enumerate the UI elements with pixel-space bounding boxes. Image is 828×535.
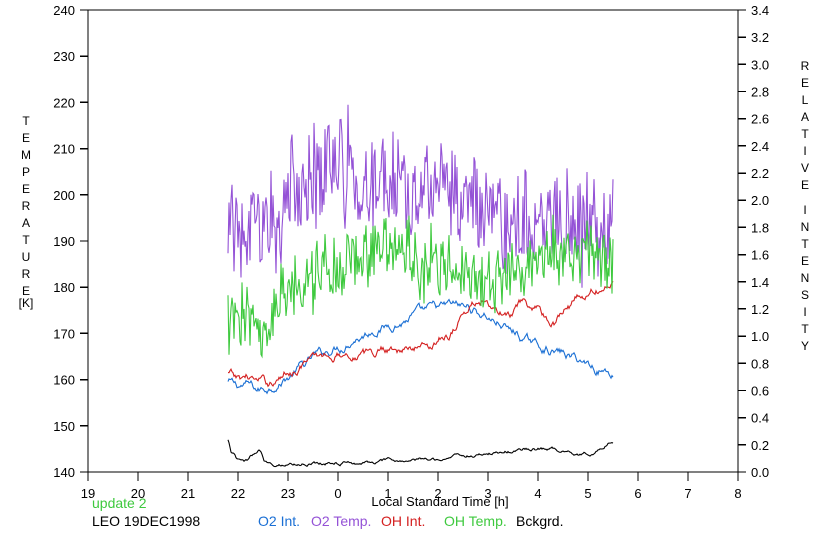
y-ticklabel-right: 3.2	[751, 30, 769, 45]
y-axis-title-right-1-char: T	[801, 127, 809, 141]
y-ticklabel-right: 1.2	[751, 302, 769, 317]
y-axis-title-right-1-char: L	[802, 93, 809, 107]
x-ticklabel: 0	[334, 486, 341, 501]
y-axis-title-right-2-char: T	[801, 237, 809, 251]
y-axis-title-right-2-char: N	[801, 271, 810, 285]
y-ticklabel-right: 3.4	[751, 3, 769, 18]
y-ticklabel-right: 1.6	[751, 248, 769, 263]
y-ticklabel-left: 210	[53, 142, 75, 157]
y-ticklabel-right: 0.8	[751, 356, 769, 371]
y-ticklabel-right: 2.0	[751, 193, 769, 208]
trace-oh-temp	[227, 214, 614, 359]
y-axis-title-left-char: T	[22, 233, 30, 247]
y-axis-title-right-2-char: S	[801, 288, 809, 302]
x-ticklabel: 22	[231, 486, 245, 501]
y-axis-title-left-char: R	[22, 199, 31, 213]
y-axis-title-right-2-char: E	[801, 254, 809, 268]
y-axis-title-right-1-char: V	[801, 161, 809, 175]
axes-group: 1401501601701801902002102202302400.00.20…	[53, 3, 769, 501]
legend-item-bckgrd: Bckgrd.	[516, 513, 563, 529]
x-ticklabel: 8	[734, 486, 741, 501]
y-axis-title-right-1-char: R	[801, 59, 810, 73]
y-axis-title-left-char: E	[22, 284, 30, 298]
y-axis-title-right-2-char: N	[801, 220, 810, 234]
y-axis-title-right-1-char: E	[801, 76, 809, 90]
y-ticklabel-right: 2.6	[751, 112, 769, 127]
x-ticklabel: 5	[584, 486, 591, 501]
x-ticklabel: 21	[181, 486, 195, 501]
y-axis-title-right-1-char: I	[803, 144, 806, 158]
x-ticklabel: 6	[634, 486, 641, 501]
y-ticklabel-left: 190	[53, 234, 75, 249]
x-ticklabel: 3	[484, 486, 491, 501]
traces-group	[227, 104, 614, 468]
footer-group: Local Standard Time [h] update 2 LEO 19DEC…	[92, 494, 563, 529]
station-label: LEO 19DEC1998	[92, 513, 200, 529]
x-ticklabel: 23	[281, 486, 295, 501]
y-ticklabel-right: 0.2	[751, 438, 769, 453]
legend-item-o2-int: O2 Int.	[258, 513, 300, 529]
y-ticklabel-right: 1.4	[751, 275, 769, 290]
y-axis-title-left-char: P	[22, 165, 30, 179]
update-label: update 2	[92, 495, 147, 511]
y-ticklabel-left: 170	[53, 326, 75, 341]
x-ticklabel: 4	[534, 486, 541, 501]
y-axis-title-left-char: E	[22, 182, 30, 196]
y-ticklabel-right: 0.6	[751, 383, 769, 398]
y-axis-title-left-char: T	[22, 114, 30, 128]
x-ticklabel: 2	[434, 486, 441, 501]
y-ticklabel-left: 150	[53, 419, 75, 434]
y-axis-title-right-1-char: A	[801, 110, 809, 124]
y-ticklabel-left: 180	[53, 280, 75, 295]
y-axis-title-right-1-char: E	[801, 178, 809, 192]
y-ticklabel-left: 240	[53, 3, 75, 18]
x-ticklabel: 19	[81, 486, 95, 501]
y-ticklabel-right: 1.0	[751, 329, 769, 344]
x-ticklabel: 7	[684, 486, 691, 501]
y-ticklabel-right: 3.0	[751, 57, 769, 72]
y-axis-title-left-char: R	[22, 267, 31, 281]
x-axis-title: Local Standard Time [h]	[371, 494, 508, 509]
y-ticklabel-right: 0.0	[751, 465, 769, 480]
y-ticklabel-right: 2.4	[751, 139, 769, 154]
y-ticklabel-left: 140	[53, 465, 75, 480]
legend-item-o2-temp: O2 Temp.	[311, 513, 371, 529]
trace-bckgrd	[227, 439, 614, 468]
y-ticklabel-right: 1.8	[751, 220, 769, 235]
y-axis-title-right-2-char: T	[801, 322, 809, 336]
y-axis-title-left-char: E	[22, 131, 30, 145]
legend-item-oh-temp: OH Temp.	[444, 513, 507, 529]
y-axis-title-left-char: A	[22, 216, 30, 230]
y-axis-title-right-2-char: I	[803, 203, 806, 217]
y-ticklabel-right: 2.2	[751, 166, 769, 181]
y-ticklabel-left: 200	[53, 188, 75, 203]
y-ticklabel-left: 160	[53, 373, 75, 388]
x-ticklabel: 20	[131, 486, 145, 501]
legend-item-oh-int: OH Int.	[381, 513, 425, 529]
trace-oh-int	[227, 280, 614, 388]
y-axis-title-left-char: M	[21, 148, 31, 162]
y-ticklabel-right: 0.4	[751, 411, 769, 426]
y-axis-title-right-2-char: I	[803, 305, 806, 319]
y-axis-title-right-2-char: Y	[801, 339, 809, 353]
trace-o2-temp	[227, 104, 614, 288]
x-ticklabel: 1	[384, 486, 391, 501]
y-axis-title-left-char: U	[22, 250, 31, 264]
y-ticklabel-left: 220	[53, 95, 75, 110]
y-ticklabel-right: 2.8	[751, 85, 769, 100]
y-ticklabel-left: 230	[53, 49, 75, 64]
y-axis-units-left: [K]	[19, 296, 34, 310]
